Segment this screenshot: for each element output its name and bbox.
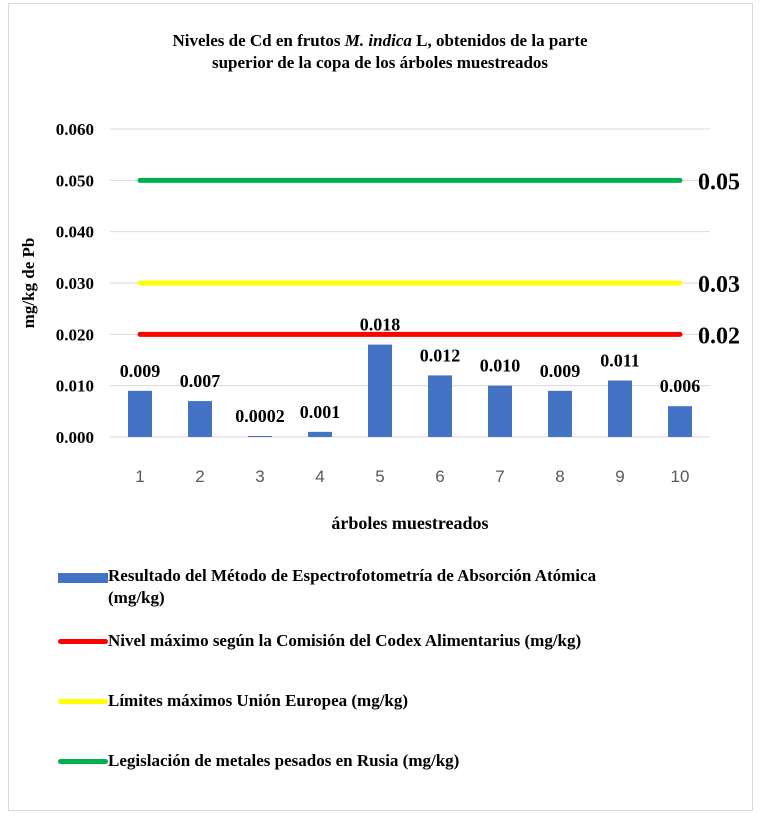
x-tick-label: 8 (555, 467, 564, 486)
bar (668, 406, 692, 437)
y-tick-label: 0.020 (56, 325, 94, 344)
legend-label-eu: Límites máximos Unión Europea (mg/kg) (108, 691, 409, 710)
title-part2: L, obtenidos de la parte (411, 31, 588, 50)
x-tick-label: 9 (615, 467, 624, 486)
legend-label-bars: Resultado del Método de Espectrofotometr… (108, 565, 596, 609)
bar (128, 390, 152, 437)
legend-label-codex: Nivel máximo según la Comisión del Codex… (108, 631, 582, 650)
legend-swatch-eu (58, 699, 108, 704)
bar (308, 431, 332, 437)
x-tick-label: 6 (435, 467, 444, 486)
bar (428, 375, 452, 437)
y-tick-label: 0.050 (56, 171, 94, 190)
y-axis-label: mg/kg de Pb (19, 238, 38, 329)
title-italic: M. indica (344, 31, 412, 50)
data-label: 0.009 (120, 361, 161, 381)
y-tick-label: 0.060 (56, 120, 94, 139)
data-label: 0.006 (660, 376, 701, 396)
data-label: 0.0002 (235, 406, 285, 426)
title-line2: superior de la copa de los árboles muest… (211, 53, 549, 72)
y-tick-label: 0.000 (56, 428, 94, 447)
bar (608, 380, 632, 437)
reference-line-label: 0.02 (698, 323, 740, 349)
data-label: 0.010 (480, 356, 521, 376)
x-tick-label: 5 (375, 467, 384, 486)
y-tick-label: 0.040 (56, 223, 94, 242)
bar (548, 390, 572, 437)
legend-swatch-russia (58, 759, 108, 764)
x-tick-label: 4 (315, 467, 324, 486)
legend-bars-line1: Resultado del Método de Espectrofotometr… (108, 566, 597, 585)
bar (188, 401, 212, 437)
legend-label-russia: Legislación de metales pesados en Rusia … (108, 751, 460, 770)
reference-line-label: 0.05 (698, 169, 740, 195)
data-label: 0.018 (360, 315, 401, 335)
x-axis-label: árboles muestreados (331, 513, 488, 533)
bar (368, 344, 392, 437)
bar (488, 385, 512, 437)
data-label: 0.009 (540, 361, 581, 381)
chart-title: Niveles de Cd en frutos M. indica L, obt… (0, 30, 760, 74)
x-tick-label: 7 (495, 467, 504, 486)
x-tick-label: 2 (195, 467, 204, 486)
y-tick-label: 0.030 (56, 274, 94, 293)
title-part1: Niveles de Cd en frutos (172, 31, 345, 50)
data-label: 0.007 (180, 371, 221, 391)
legend-bars-line2: (mg/kg) (108, 588, 165, 607)
x-tick-label: 10 (671, 467, 690, 486)
legend-swatch-bars (58, 573, 108, 583)
reference-line-label: 0.03 (698, 272, 740, 298)
data-label: 0.012 (420, 345, 461, 365)
x-tick-label: 1 (135, 467, 144, 486)
data-label: 0.001 (300, 402, 341, 422)
data-label: 0.011 (600, 351, 640, 371)
legend-swatch-codex (58, 639, 108, 644)
y-tick-label: 0.010 (56, 377, 94, 396)
x-tick-label: 3 (255, 467, 264, 486)
bar (248, 435, 272, 437)
